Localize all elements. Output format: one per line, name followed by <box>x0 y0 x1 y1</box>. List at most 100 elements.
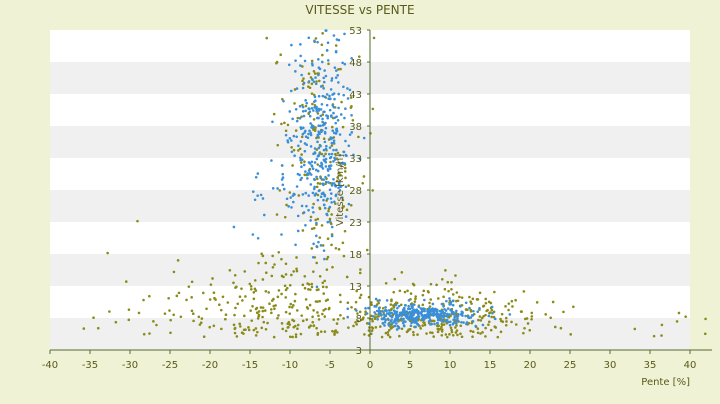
scatter-point <box>285 203 288 207</box>
scatter-point <box>338 188 342 192</box>
scatter-point <box>314 218 317 222</box>
scatter-point <box>499 330 503 334</box>
scatter-point <box>301 229 305 232</box>
scatter-point <box>330 141 334 145</box>
scatter-point <box>413 318 416 322</box>
scatter-point <box>302 114 306 118</box>
scatter-point <box>310 160 314 164</box>
scatter-point <box>313 185 316 189</box>
scatter-point <box>208 325 212 329</box>
scatter-point <box>288 312 292 315</box>
scatter-point <box>491 311 494 315</box>
scatter-point <box>381 309 384 313</box>
scatter-point <box>334 49 338 53</box>
scatter-point <box>434 307 437 311</box>
scatter-point <box>442 305 445 308</box>
scatter-point <box>321 53 324 57</box>
scatter-point <box>346 301 350 305</box>
scatter-point <box>322 148 326 152</box>
scatter-point <box>242 314 246 318</box>
scatter-point <box>333 97 336 101</box>
scatter-point <box>402 308 406 311</box>
scatter-point <box>315 261 318 265</box>
scatter-point <box>310 124 314 127</box>
scatter-point <box>310 126 313 129</box>
scatter-point <box>361 181 365 185</box>
scatter-point <box>389 327 393 330</box>
scatter-point <box>172 270 176 274</box>
scatter-point <box>406 289 409 293</box>
scatter-point <box>333 200 336 204</box>
scatter-point <box>326 41 330 45</box>
scatter-point <box>288 335 292 339</box>
scatter-point <box>257 314 260 318</box>
scatter-point <box>387 309 391 312</box>
scatter-point <box>380 317 384 320</box>
scatter-point <box>309 173 313 176</box>
scatter-point <box>304 109 307 113</box>
scatter-point <box>482 314 485 318</box>
scatter-point <box>322 198 325 202</box>
scatter-point <box>284 273 288 276</box>
scatter-point <box>343 229 347 233</box>
scatter-point <box>327 152 331 156</box>
scatter-point <box>329 155 333 159</box>
scatter-point <box>530 317 533 321</box>
scatter-point <box>321 129 324 132</box>
scatter-point <box>212 324 216 328</box>
scatter-point <box>247 326 250 329</box>
scatter-point <box>322 87 325 90</box>
scatter-point <box>522 290 526 293</box>
scatter-point <box>484 326 487 330</box>
scatter-point <box>336 151 340 155</box>
scatter-point <box>347 202 351 206</box>
scatter-point <box>261 306 265 309</box>
scatter-point <box>309 219 312 222</box>
scatter-point <box>426 290 430 293</box>
scatter-point <box>289 89 293 93</box>
scatter-point <box>329 222 333 226</box>
scatter-point <box>321 32 324 35</box>
scatter-point <box>339 67 342 71</box>
x-tick-label: -10 <box>282 360 298 371</box>
scatter-point <box>169 331 172 335</box>
scatter-point <box>526 322 530 325</box>
scatter-point <box>338 293 342 297</box>
scatter-point <box>301 126 305 130</box>
scatter-point <box>329 160 332 164</box>
scatter-point <box>312 118 316 121</box>
scatter-point <box>311 206 315 209</box>
scatter-point <box>345 275 349 279</box>
scatter-point <box>294 70 297 73</box>
scatter-point <box>388 335 392 339</box>
scatter-point <box>329 137 333 141</box>
scatter-point <box>301 109 305 113</box>
scatter-point <box>319 144 322 148</box>
scatter-point <box>284 262 288 266</box>
scatter-point <box>278 189 282 192</box>
scatter-point <box>393 324 397 328</box>
scatter-point <box>452 311 455 314</box>
scatter-point <box>255 306 259 310</box>
scatter-point <box>400 313 403 317</box>
scatter-point <box>398 289 402 293</box>
scatter-point <box>169 318 172 322</box>
scatter-point <box>431 331 434 335</box>
scatter-point <box>413 310 417 313</box>
scatter-point <box>338 180 341 184</box>
x-axis-ticks: -40 -35 -30 -25 -20 -15 -10 -5 0 5 10 15 20 25 30 35 40 <box>42 350 696 371</box>
scatter-point <box>356 312 359 315</box>
scatter-point <box>470 302 473 305</box>
scatter-point <box>248 282 252 286</box>
scatter-point <box>332 141 336 145</box>
y-tick-label: 48 <box>349 58 362 69</box>
scatter-point <box>317 318 321 321</box>
scatter-point <box>315 107 318 111</box>
scatter-point <box>435 321 439 325</box>
scatter-point <box>308 110 312 114</box>
scatter-point <box>280 233 283 236</box>
scatter-point <box>633 327 637 331</box>
scatter-point <box>400 317 404 321</box>
scatter-point <box>330 77 334 80</box>
scatter-point <box>300 165 303 169</box>
